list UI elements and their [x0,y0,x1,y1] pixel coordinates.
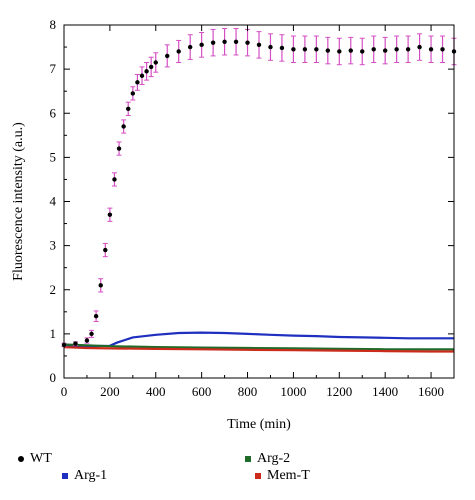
series-line-arg-2 [63,343,454,351]
wt-point [89,331,94,337]
wt-point [279,45,285,51]
wt-point [245,40,250,45]
wt-point [165,53,170,59]
x-tick-label: 800 [238,384,258,399]
wt-point [405,47,411,52]
y-tick-label: 8 [50,17,57,32]
wt-point [112,177,117,182]
wt-point [428,47,434,52]
wt-point [107,212,113,217]
x-tick-label: 600 [192,384,212,399]
wt-point [371,47,376,52]
wt-point [302,47,308,52]
wt-point [291,47,296,52]
y-tick-label: 6 [50,105,57,120]
y-tick-label: 3 [50,238,57,253]
wt-point [116,146,122,151]
y-tick-label: 0 [50,370,57,385]
legend-label-wt: WT [30,451,52,466]
wt-point [144,69,149,74]
wt-point [187,44,193,50]
series-line-mem-t [63,346,454,353]
wt-point [199,42,204,48]
wt-point [135,80,140,85]
wt-point [233,39,239,44]
series-line-arg-1 [64,331,454,348]
wt-point [126,106,131,112]
x-axis-label: Time (min) [227,417,291,432]
x-tick-label: 200 [100,384,120,399]
axes: 0 200 400 600 800 1000 1200 1400 1600 0 1 2 3 4 5 6 7 8 [50,17,454,399]
wt-point [394,47,399,52]
wt-point [84,338,90,343]
wt-points [61,39,457,348]
wt-point [268,44,273,50]
wt-point [417,44,422,50]
x-tick-label: 1000 [280,384,306,399]
legend-item-wt: WT [18,451,52,467]
y-tick-label: 1 [50,326,57,341]
legend-item-mem-t: Mem-T [255,468,310,484]
wt-point [440,47,445,52]
chart: 0 200 400 600 800 1000 1200 1400 1600 0 1 2 3 4 5 6 7 8 T… [11,17,457,432]
wt-point [325,48,331,53]
plot-content [61,28,457,353]
wt-point [360,49,365,54]
wt-point [176,49,181,54]
wt-errorbars [61,28,457,348]
legend-item-arg-1: Arg-1 [62,468,107,484]
wt-point [348,48,353,53]
x-tick-label: 1200 [326,384,352,399]
wt-point [382,48,388,53]
legend-item-arg-2: Arg-2 [245,451,290,467]
wt-point [121,124,126,129]
x-tick-label: 1600 [418,384,444,399]
x-tick-label: 1400 [372,384,398,399]
wt-point [130,91,136,96]
legend-marker-wt [18,456,24,462]
legend-label-mem-t: Mem-T [267,468,310,483]
wt-point [139,73,145,78]
plot-frame [63,24,455,379]
y-tick-label: 4 [50,194,57,209]
y-axis-label: Fluorescence intensity (a.u.) [11,122,26,281]
legend: WT Arg-1 Arg-2 Mem-T [0,440,475,500]
wt-point [222,39,227,44]
wt-point [210,40,216,45]
wt-point [314,47,319,52]
wt-point [73,341,78,346]
legend-label-arg-2: Arg-2 [257,451,291,466]
wt-point [93,314,99,319]
legend-marker-mem-t [255,473,261,479]
y-tick-label: 7 [50,61,57,76]
wt-point [98,283,103,288]
wt-point [103,247,108,253]
legend-label-arg-1: Arg-1 [74,468,108,483]
wt-point [337,49,342,54]
x-tick-label: 400 [146,384,166,399]
legend-marker-arg-2 [245,456,251,462]
wt-point [256,42,262,48]
legend-marker-arg-1 [62,473,68,479]
y-tick-label: 2 [50,282,57,297]
wt-point [153,60,158,65]
y-tick-label: 5 [50,149,57,164]
wt-point [148,64,154,70]
x-tick-label: 0 [61,384,68,399]
